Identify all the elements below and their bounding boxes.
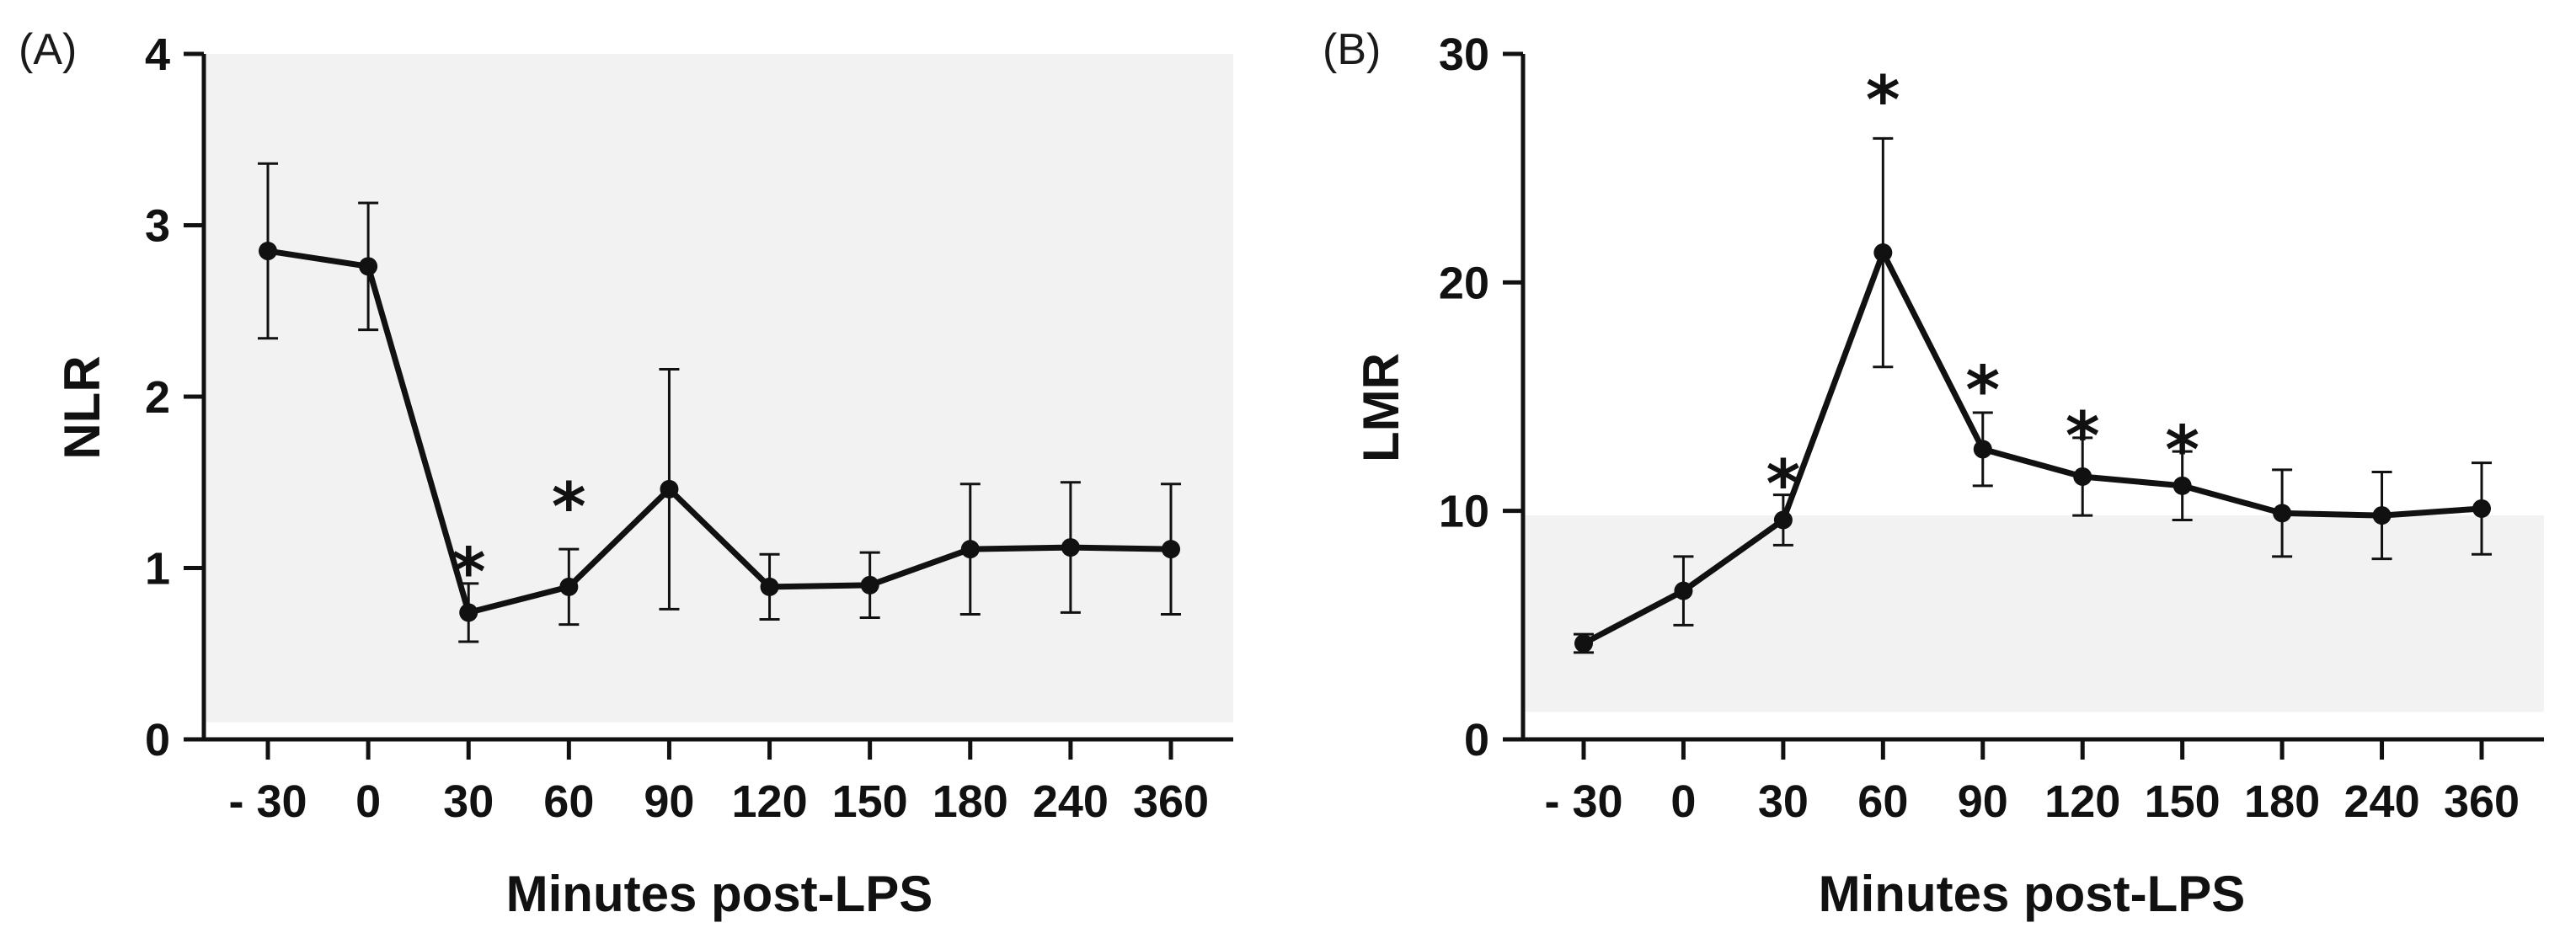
y-tick-label: 2 [145,372,170,423]
x-tick-label: 0 [1670,776,1696,827]
data-point [359,257,378,276]
data-point [960,540,980,559]
panel-a-nlr-chart: (A) NLR Minutes post-LPS 0 1 2 3 4 - 30 0 30 60 9… [19,25,1233,922]
significance-star: * [1965,354,2000,429]
data-point [2073,467,2092,486]
panel-b-y-axis-title: LMR [1353,353,1409,462]
significance-star: * [1866,63,1900,139]
y-tick-label: 3 [145,201,170,252]
series-line [1582,249,2482,647]
data-point [2472,499,2491,518]
data-point [1973,440,1992,459]
data-point [1574,634,1593,653]
significance-star: * [552,470,586,546]
x-tick-label: 60 [543,776,594,827]
data-point [2372,506,2392,525]
x-tick-label: - 30 [228,776,307,827]
data-point [1162,540,1180,559]
data-point [660,479,679,499]
x-tick-label: 60 [1857,776,1908,827]
data-point [1873,243,1893,263]
x-tick-label: 150 [2145,776,2221,827]
data-point [559,577,579,596]
data-point [2273,504,2292,523]
panel-b-lmr-chart: (B) LMR Minutes post-LPS 0 10 20 30 - 30 0 30 6… [1323,25,2544,922]
significance-star: * [452,535,486,611]
reference-band [206,54,1233,723]
x-tick-label: 120 [732,776,808,827]
x-tick-label: 0 [355,776,381,827]
data-point [259,242,277,261]
panel-a-label: (A) [19,25,77,74]
reference-band [1523,515,2544,712]
data-point [760,577,779,596]
data-point [459,603,478,622]
significance-star: * [2165,413,2199,488]
panel-b-x-axis-title: Minutes post-LPS [1819,866,2246,922]
y-tick-label: 10 [1439,487,1489,537]
y-tick-label: 0 [1464,715,1489,765]
y-tick-label: 0 [145,715,170,765]
data-point [1674,581,1693,600]
x-tick-label: 180 [933,776,1008,827]
x-tick-label: 360 [2444,776,2520,827]
data-point [2172,476,2192,495]
y-tick-label: 20 [1439,258,1489,308]
series-line [267,248,1172,616]
x-tick-label: 90 [644,776,694,827]
data-point [860,575,879,595]
x-tick-label: 30 [1758,776,1809,827]
x-tick-label: 240 [1033,776,1109,827]
x-tick-label: - 30 [1544,776,1622,827]
y-tick-label: 1 [145,544,170,595]
x-tick-label: 90 [1958,776,2008,827]
data-point [1773,510,1793,530]
panel-a-x-axis-title: Minutes post-LPS [506,866,933,922]
panel-b-label: (B) [1323,25,1381,74]
x-tick-label: 180 [2244,776,2320,827]
data-point [1061,538,1080,557]
x-tick-label: 120 [2044,776,2120,827]
y-tick-label: 30 [1439,29,1489,80]
y-tick-label: 4 [145,29,170,80]
x-tick-label: 360 [1133,776,1209,827]
significance-star: * [2066,399,2100,475]
panel-a-y-axis-title: NLR [54,355,110,459]
x-tick-label: 150 [832,776,908,827]
x-tick-label: 240 [2344,776,2420,827]
significance-star: * [1766,447,1800,523]
x-tick-label: 30 [443,776,494,827]
